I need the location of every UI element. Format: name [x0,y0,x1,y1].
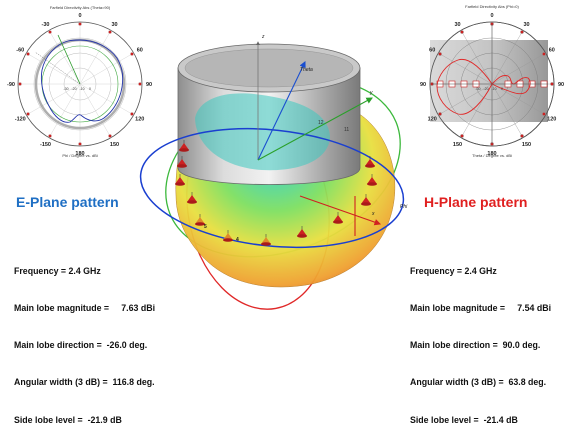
svg-text:5: 5 [204,224,207,230]
e-plane-angle-label: -90 [7,82,15,88]
h-plane-scale-label: -10 [491,87,496,91]
h-plane-heading: H-Plane pattern [424,194,527,210]
h-main-lobe-magnitude: Main lobe magnitude = 7.54 dBi [410,303,552,314]
dipole-marker [195,214,205,226]
center-3d-pattern: z Theta y x Phi 5 4 12 11 [139,34,408,310]
h-plane-scale-label: 0 [501,87,503,91]
dipole-marker [367,174,377,186]
e-plane-scale-label: 0 [89,87,91,91]
dipole-marker [261,234,271,246]
dipole-marker [365,156,375,168]
e-main-lobe-direction: Main lobe direction = -26.0 deg. [14,340,148,351]
e-plane-angle-label: -120 [15,117,26,123]
h-plane-angle-label: 90 [558,82,564,88]
e-plane-scale-label: -20 [71,87,76,91]
e-main-lobe-magnitude: Main lobe magnitude = 7.63 dBi [14,303,156,314]
h-plane-angle-label: 180 [487,151,496,157]
e-plane-angle-label: 180 [75,151,84,157]
x-axis-label: x [371,211,375,217]
canvas: Farfield Directivity Abs (Theta=90) 0 30 6… [7,4,564,425]
h-plane-angle-label: 150 [522,142,531,148]
e-plane-angle-label: 0 [78,13,81,19]
z-axis-label: z [261,34,265,40]
h-plane-angle-label: 90 [420,82,426,88]
h-plane-angle-label: 0 [490,13,493,19]
e-plane-heading: E-Plane pattern [16,194,119,210]
h-plane-angle-label: 30 [454,22,460,28]
dipole-marker [361,194,371,206]
theta-label: Theta [300,67,313,73]
e-plane-plot-title: Farfield Directivity Abs (Theta=90) [50,5,111,10]
svg-text:4: 4 [236,237,239,243]
h-plane-scale-label: -20 [483,87,488,91]
h-frequency: Frequency = 2.4 GHz [410,265,497,276]
e-plane-scale-label: -30 [63,87,68,91]
h-plane-polar-plot: Farfield Directivity Abs (Phi=0) 0 30 60 90… [420,4,564,158]
e-plane-angle-label: -60 [16,48,24,54]
figure: Farfield Directivity Abs (Theta=90) 0 30 6… [7,4,564,310]
svg-text:11: 11 [344,127,349,133]
e-plane-angle-label: -30 [42,22,50,28]
h-plane-scale-label: -30 [475,87,480,91]
e-plane-scale-label: -10 [79,87,84,91]
e-plane-params: Frequency = 2.4 GHz Main lobe magnitude … [14,240,155,439]
h-plane-angle-label: 150 [453,142,462,148]
dipole-marker [333,212,343,224]
phi-label: Phi [400,204,408,210]
dipole-marker [297,226,307,238]
e-plane-angle-label: 90 [146,82,152,88]
h-side-lobe-level: Side lobe level = -21.4 dB [410,414,518,425]
e-plane-trace [40,39,124,123]
e-side-lobe-level: Side lobe level = -21.9 dB [14,414,122,425]
h-plane-params: Frequency = 2.4 GHz Main lobe magnitude … [410,240,551,439]
h-plane-trace [436,58,531,115]
e-plane-angle-label: 120 [135,117,144,123]
h-plane-axis-caption: Theta / Degree vs. dBi [472,153,512,158]
dipole-marker [179,140,189,152]
dipole-marker [177,156,187,168]
h-plane-plot-title: Farfield Directivity Abs (Phi=0) [465,4,519,9]
e-plane-angle-label: 30 [111,22,117,28]
dipole-marker [187,192,197,204]
dipole-marker [175,174,185,186]
y-axis-label: y [369,90,373,96]
e-plane-angle-label: 150 [110,142,119,148]
dipole-marker [223,230,233,242]
dipole-markers [175,140,377,246]
e-plane-axis-caption: Phi / Degree vs. dBi [62,153,97,158]
e-angular-width: Angular width (3 dB) = 116.8 deg. [14,377,155,388]
h-angular-width: Angular width (3 dB) = 63.8 deg. [410,377,547,388]
h-plane-angle-label: 120 [547,117,556,123]
h-main-lobe-direction: Main lobe direction = 90.0 deg. [410,340,541,351]
e-frequency: Frequency = 2.4 GHz [14,265,101,276]
e-plane-polar-plot: Farfield Directivity Abs (Theta=90) 0 30 6… [7,5,152,158]
h-plane-angle-label: 30 [523,22,529,28]
svg-text:12: 12 [318,120,324,126]
e-plane-angle-label: 60 [137,48,143,54]
cylinder-reflector [177,43,361,185]
h-plane-angle-label: 60 [549,48,555,54]
e-plane-angle-label: -150 [40,142,51,148]
h-plane-angle-label: 60 [429,48,435,54]
h-plane-angle-label: 120 [428,117,437,123]
